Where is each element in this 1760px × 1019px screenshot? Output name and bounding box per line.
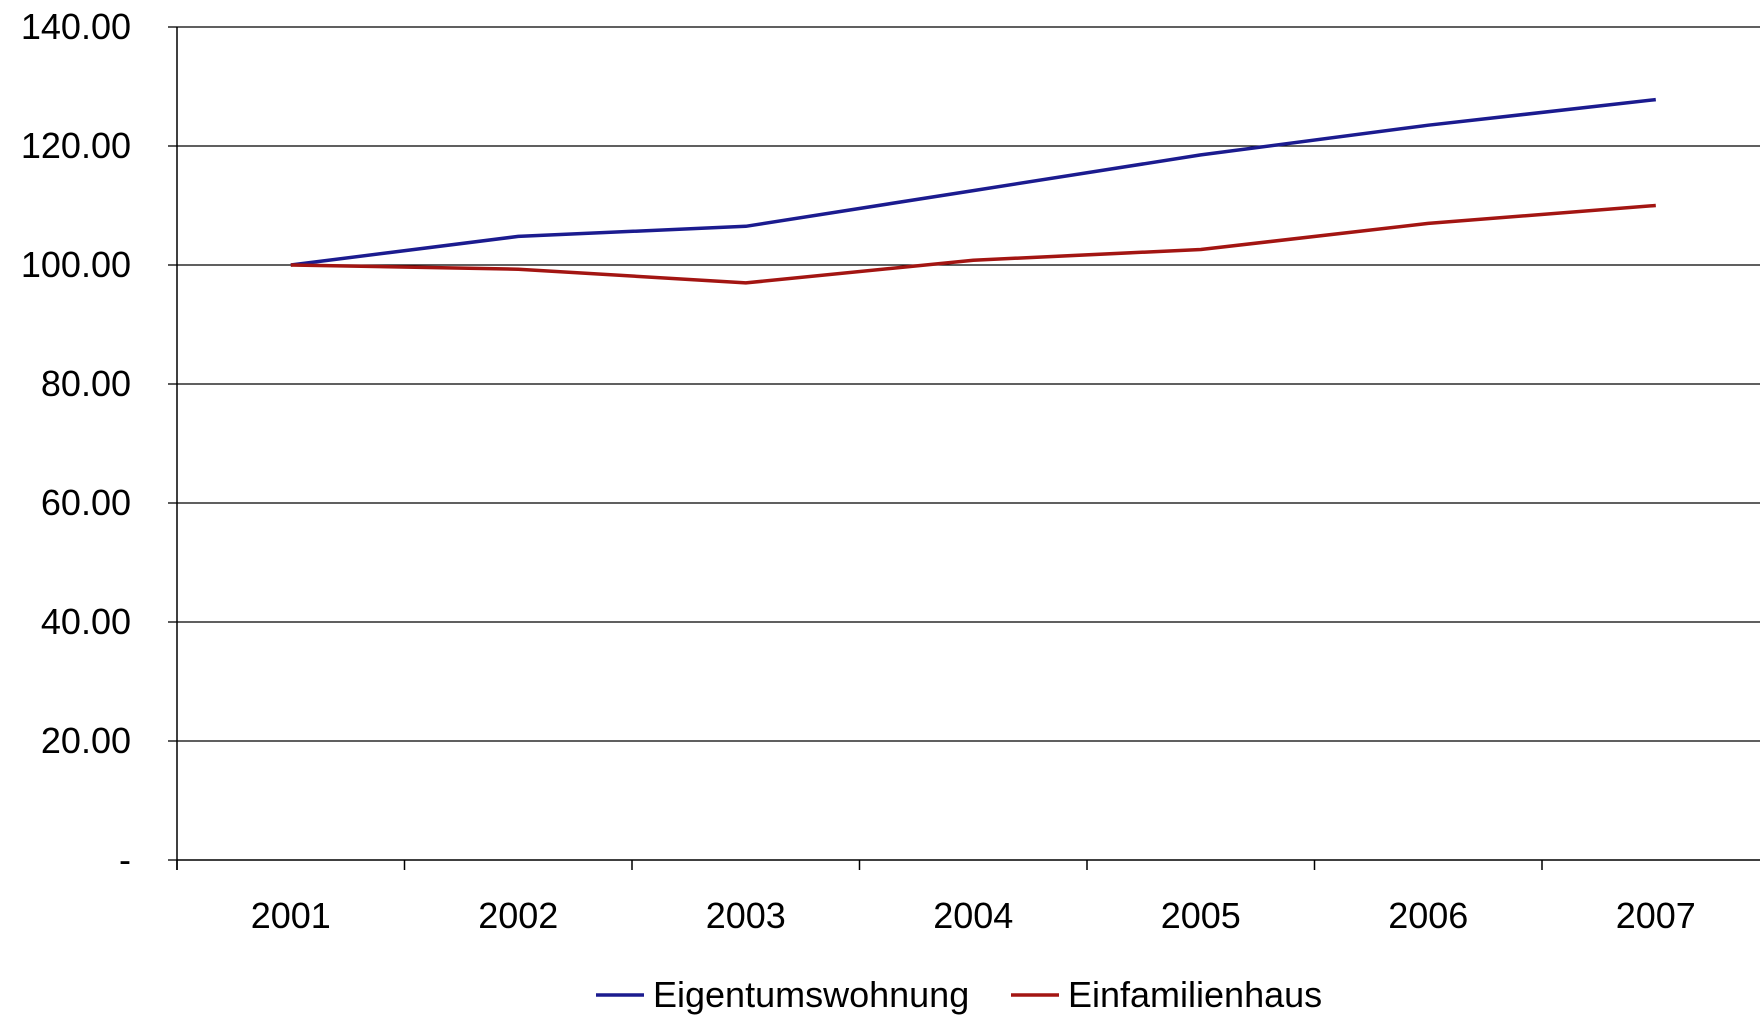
x-tick-label: 2002 (478, 895, 558, 936)
y-tick-labels: - 20.00 40.00 60.00 80.00 100.00 120.00 140.00 (21, 6, 131, 880)
y-tick-label: 40.00 (41, 601, 131, 642)
legend-label-1: Eigentumswohnung (653, 974, 969, 1015)
y-tick-label: 20.00 (41, 720, 131, 761)
x-tick-label: 2003 (706, 895, 786, 936)
series-line-2 (290, 203, 1656, 285)
legend: Eigentumswohnung Einfamilienhaus (596, 974, 1322, 1015)
x-tick-label: 2006 (1388, 895, 1468, 936)
legend-label-2: Einfamilienhaus (1068, 974, 1322, 1015)
y-tick-label: 100.00 (21, 244, 131, 285)
x-tick-labels: 2001 2002 2003 2004 2005 2006 2007 (251, 895, 1696, 936)
gridlines (177, 26, 1760, 742)
series-line-1 (290, 97, 1656, 267)
y-tick-label: 80.00 (41, 363, 131, 404)
x-tick-label: 2001 (251, 895, 331, 936)
series-lines (290, 97, 1656, 285)
axes (168, 26, 1760, 870)
y-tick-label: 140.00 (21, 6, 131, 47)
y-tick-label: 120.00 (21, 125, 131, 166)
y-tick-label: 60.00 (41, 482, 131, 523)
x-tick-label: 2007 (1616, 895, 1696, 936)
x-tick-label: 2005 (1161, 895, 1241, 936)
x-tick-label: 2004 (933, 895, 1013, 936)
y-tick-label: - (119, 839, 131, 880)
